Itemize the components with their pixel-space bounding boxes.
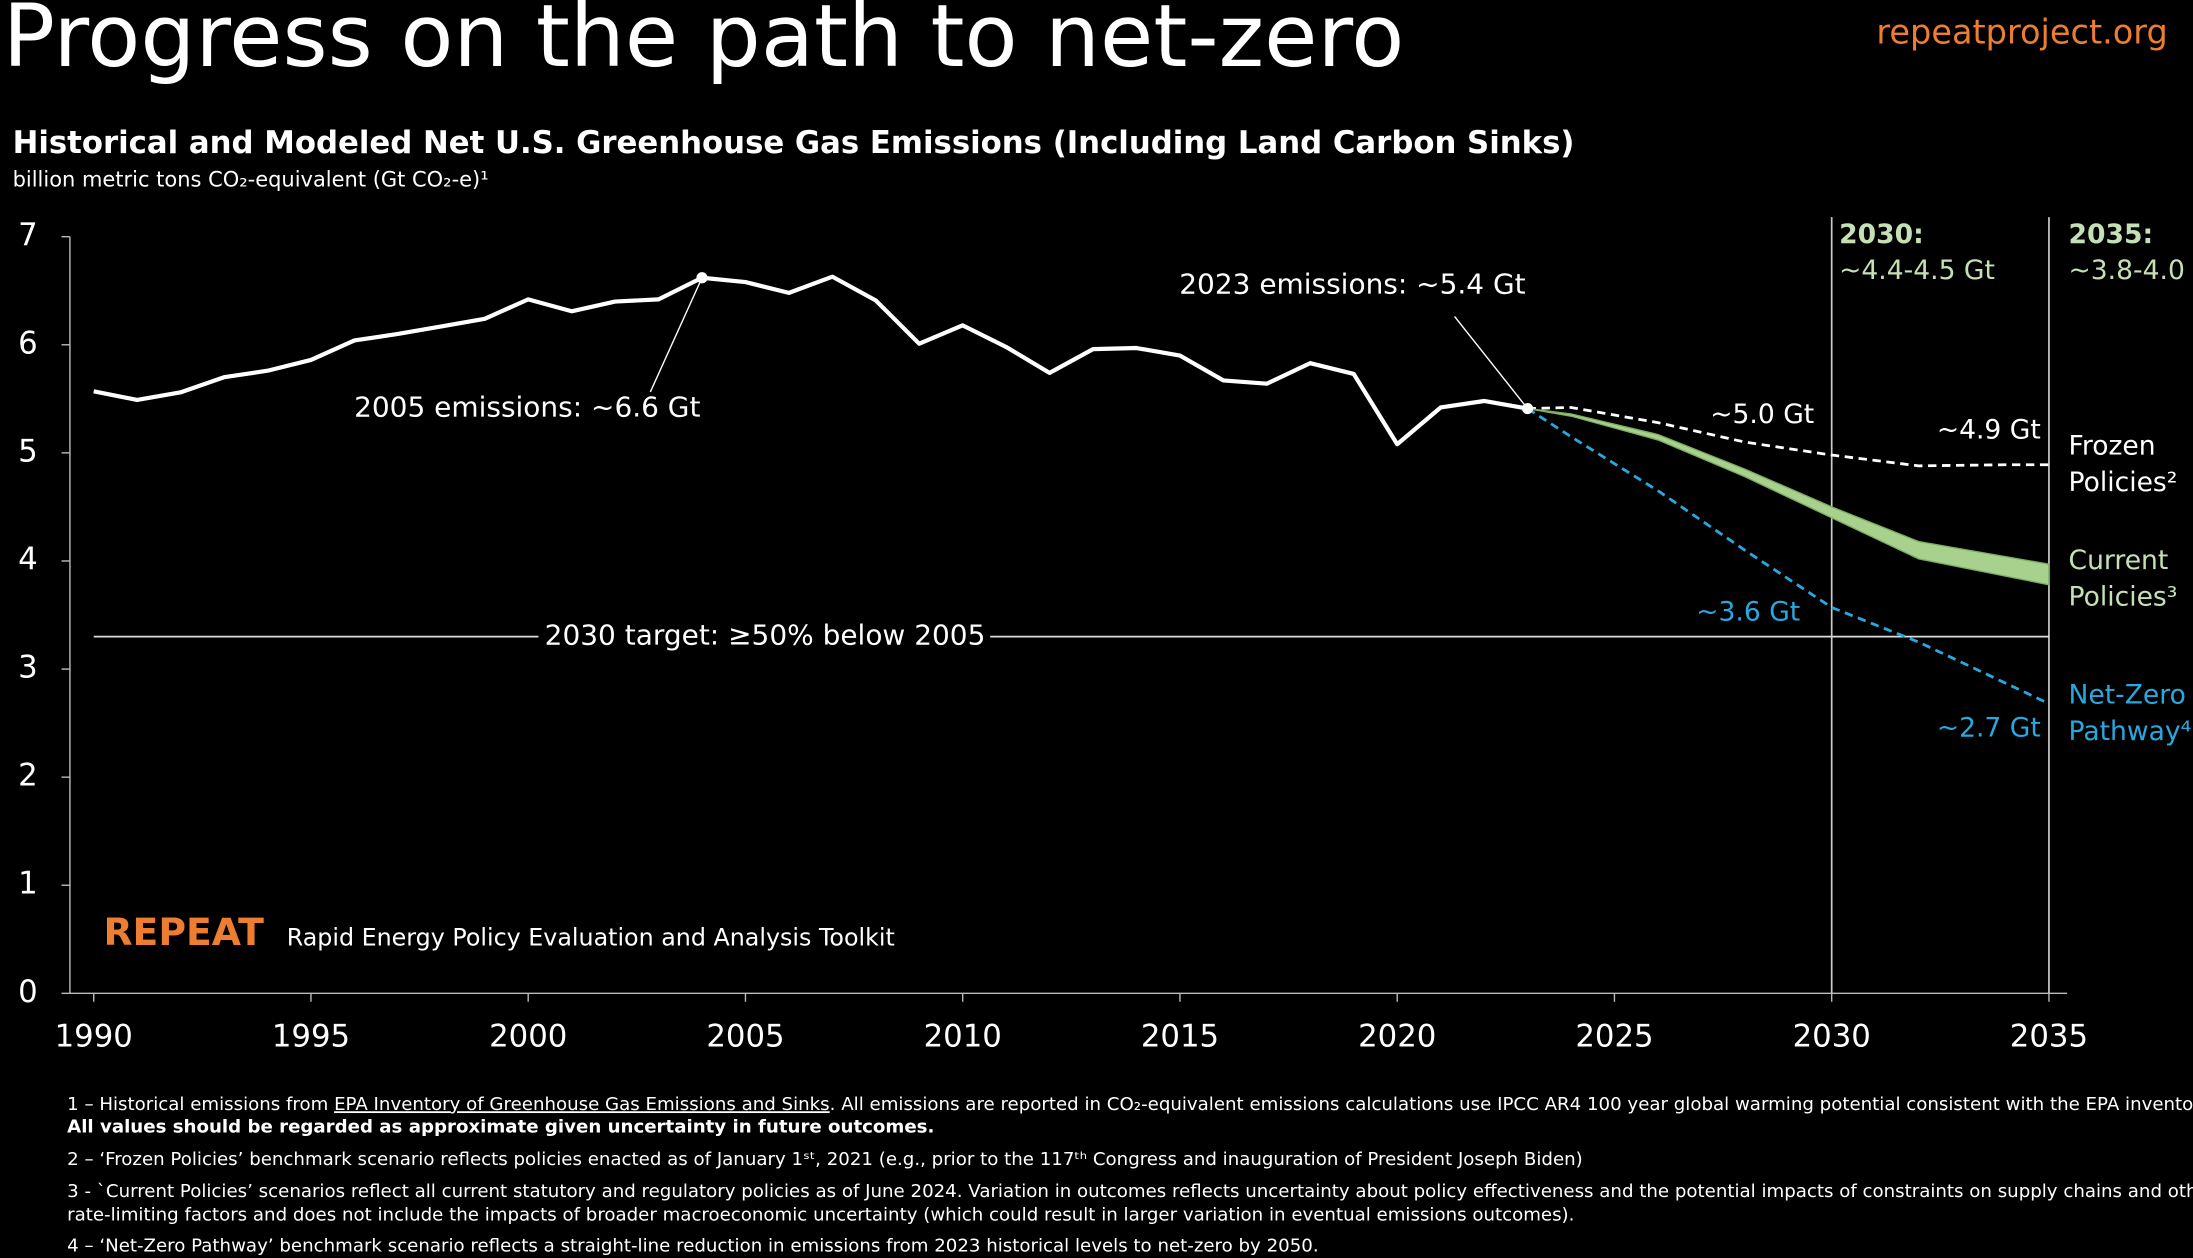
- footnote: 2 – ‘Frozen Policies’ benchmark scenario…: [67, 1149, 1583, 1170]
- footnote: All values should be regarded as approxi…: [67, 1117, 934, 1138]
- x-tick-label: 2035: [2010, 1019, 2088, 1055]
- leader: [649, 277, 703, 393]
- footnotes: 1 – Historical emissions from EPA Invent…: [67, 1094, 2193, 1256]
- y-tick-label: 2: [18, 758, 38, 794]
- x-tick-label: 1990: [55, 1019, 133, 1055]
- site[interactable]: repeatproject.org: [1876, 12, 2167, 51]
- footnote-link[interactable]: EPA Inventory of Greenhouse Gas Emission…: [334, 1094, 830, 1115]
- x-tick-label: 2000: [489, 1019, 567, 1055]
- line: [1526, 407, 2050, 705]
- x-tick-label: 2020: [1358, 1019, 1436, 1055]
- legend-line: Pathway⁴: [2069, 715, 2192, 746]
- footnote: 4 – ‘Net-Zero Pathway’ benchmark scenari…: [67, 1235, 1318, 1256]
- logo: REPEAT: [103, 910, 264, 954]
- y-tick-label: 6: [18, 325, 38, 361]
- annotation: ~5.0 Gt: [1710, 399, 1814, 430]
- footnote: 3 - `Current Policies’ scenarios reflect…: [67, 1181, 2193, 1202]
- y-tick-label: 0: [18, 974, 38, 1010]
- legend-line: Frozen: [2069, 430, 2156, 461]
- legend-label: Frozen Policies²: [2069, 430, 2178, 497]
- annotation: 2023 emissions: ~5.4 Gt: [1179, 268, 1525, 301]
- annotation: ~3.6 Gt: [1696, 596, 1800, 627]
- footnote: rate-limiting factors and does not inclu…: [67, 1205, 1574, 1226]
- chart-title: Historical and Modeled Net U.S. Greenhou…: [13, 125, 1575, 161]
- annotation: 2005 emissions: ~6.6 Gt: [354, 391, 700, 424]
- x-tick-label: 2010: [924, 1019, 1002, 1055]
- annotation: ~2.7 Gt: [1937, 712, 2041, 743]
- y-tick-label: 4: [18, 541, 38, 577]
- logo-text: Rapid Energy Policy Evaluation and Analy…: [287, 923, 895, 951]
- annotation: 2030:: [1839, 219, 1924, 250]
- x-tick-label: 2005: [706, 1019, 784, 1055]
- line: [1527, 406, 2049, 468]
- x-tick-label: 1995: [272, 1019, 350, 1055]
- y-tick-label: 1: [18, 866, 38, 902]
- y-tick-label: 3: [18, 650, 38, 686]
- legend-line: Policies²: [2069, 466, 2178, 497]
- leader: [1453, 315, 1529, 409]
- x-tick-label: 2025: [1575, 1019, 1653, 1055]
- legend-label: Current Policies³: [2069, 545, 2178, 612]
- line: [93, 274, 1528, 447]
- annotation: ~3.8-4.0 Gt: [2069, 255, 2193, 286]
- footnote-part: . All emissions are reported in CO₂-equi…: [830, 1094, 2193, 1115]
- footnote: 1 – Historical emissions from EPA Invent…: [67, 1094, 2193, 1115]
- y-tick-label: 5: [18, 433, 38, 469]
- x-tick-label: 2015: [1141, 1019, 1219, 1055]
- annotation: ~4.4-4.5 Gt: [1839, 255, 1995, 286]
- annotation: ~4.9 Gt: [1937, 415, 2041, 446]
- legend-line: Net-Zero: [2069, 679, 2186, 710]
- legend-line: Policies³: [2069, 581, 2178, 612]
- footnote-part: 1 – Historical emissions from: [67, 1094, 334, 1115]
- target-label: 2030 target: ≥50% below 2005: [545, 619, 986, 652]
- page-title: Progress on the path to net-zero: [3, 0, 1404, 87]
- legend-label: Net-Zero Pathway⁴: [2069, 679, 2192, 746]
- chart-subtitle: billion metric tons CO₂-equivalent (Gt C…: [13, 168, 489, 192]
- x-tick-label: 2030: [1793, 1019, 1871, 1055]
- band: [1527, 407, 2050, 586]
- y-tick-label: 7: [18, 217, 38, 253]
- legend-line: Current: [2069, 545, 2169, 576]
- annotation: 2035:: [2069, 219, 2154, 250]
